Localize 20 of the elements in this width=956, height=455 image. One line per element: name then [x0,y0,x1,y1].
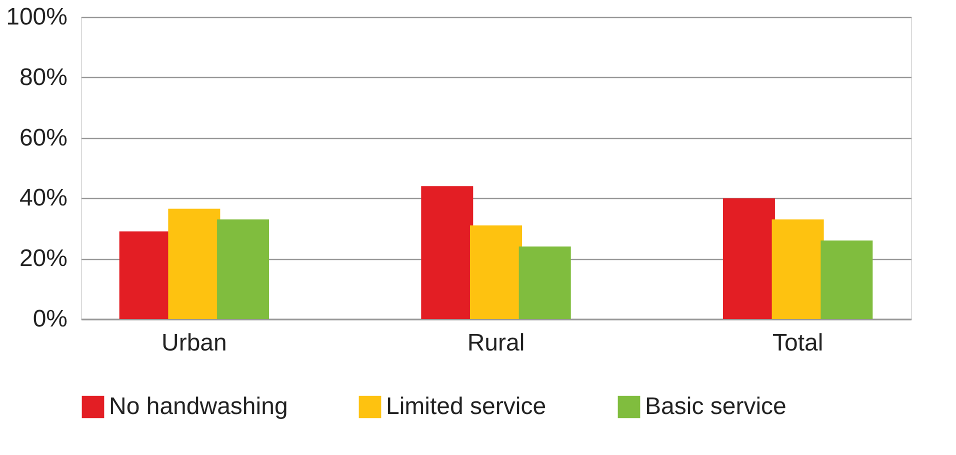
y-tick-label: 0% [32,306,68,332]
bar [168,208,220,319]
bar [217,219,270,319]
y-tick-label: 80% [19,64,68,91]
legend-label: Limited service [386,393,546,420]
bar [772,219,824,319]
x-tick-label: Rural [467,330,525,356]
bar [421,186,474,319]
legend-label: Basic service [645,393,786,420]
bar [820,240,873,319]
y-tick-label: 100% [6,4,68,30]
x-tick-label: Urban [161,330,227,356]
legend-label: No handwashing [109,393,288,420]
y-tick-label: 40% [19,184,68,212]
bar [470,225,522,319]
bar [518,246,571,319]
bar [722,198,775,319]
x-tick-label: Total [772,330,824,356]
y-tick-label: 60% [19,124,68,152]
y-tick-label: 20% [19,245,68,272]
